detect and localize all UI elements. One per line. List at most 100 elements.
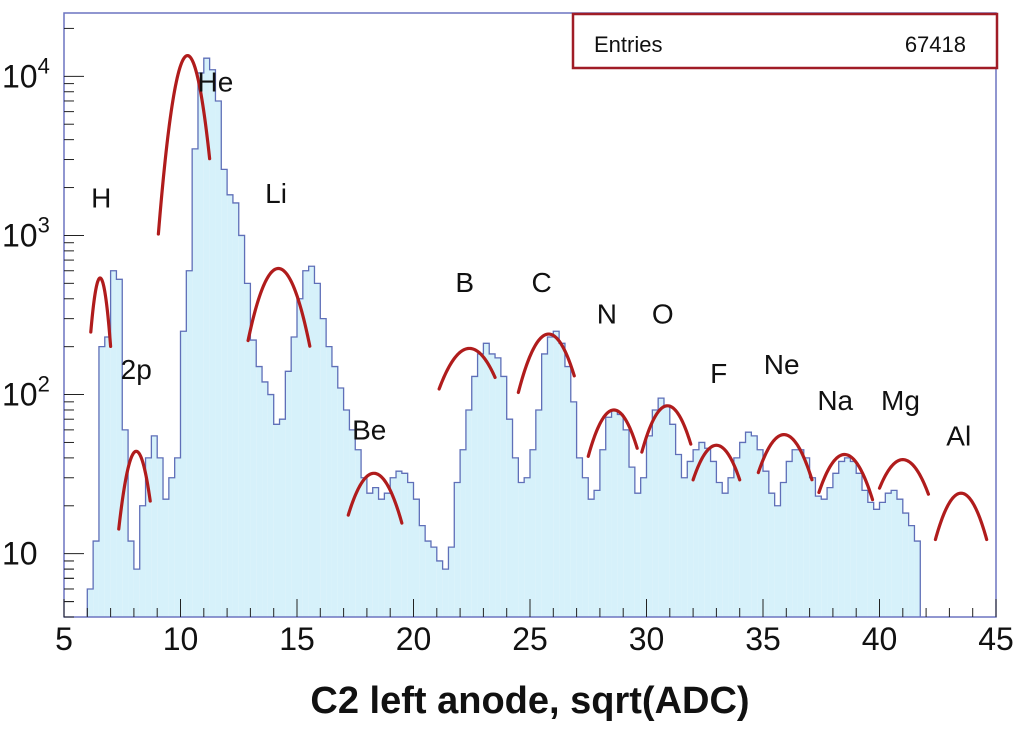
histogram-bin xyxy=(891,490,897,617)
histogram-bin xyxy=(500,376,507,617)
fit-curve-li xyxy=(246,266,312,348)
histogram-bin xyxy=(850,461,857,617)
histogram-bin xyxy=(465,409,472,617)
fit-curve-b xyxy=(437,346,497,391)
histogram-bin xyxy=(93,541,99,617)
histogram-bin xyxy=(98,346,105,617)
histogram-bin xyxy=(599,449,606,617)
histogram-bin xyxy=(605,417,612,617)
histogram-bin xyxy=(634,493,641,617)
histogram-bin xyxy=(151,435,158,617)
histogram-bin xyxy=(297,298,303,617)
histogram-bin xyxy=(675,454,682,617)
stats-entries-label: Entries xyxy=(594,32,662,57)
histogram-bin xyxy=(728,477,734,617)
histogram-bin xyxy=(361,477,367,617)
histogram-bin xyxy=(698,442,705,617)
histogram-bin xyxy=(413,499,420,617)
histogram-bin xyxy=(104,337,111,617)
histogram-bin xyxy=(331,366,338,617)
histogram-bin xyxy=(122,429,129,617)
histogram-bin xyxy=(192,148,198,617)
stats-box-frame xyxy=(571,12,999,70)
fit-curve-he xyxy=(156,53,212,236)
histogram-bin xyxy=(646,435,653,617)
histogram-bin xyxy=(128,541,134,617)
histogram-bin xyxy=(186,270,193,617)
peak-label-ne: Ne xyxy=(764,349,800,380)
peak-label-li: Li xyxy=(265,178,287,209)
fit-curve-n xyxy=(586,408,639,458)
peak-label-b: B xyxy=(455,267,474,298)
peak-label-h: H xyxy=(91,182,111,213)
histogram-bin xyxy=(629,467,635,617)
histogram-outline xyxy=(86,57,921,617)
histogram-bin xyxy=(885,493,892,617)
histogram-bin xyxy=(139,505,146,617)
y-tick-label: 102 xyxy=(2,372,50,413)
histogram-bin xyxy=(133,569,140,617)
histogram-bin xyxy=(716,482,723,617)
peak-label-c: C xyxy=(532,267,552,298)
histogram-bin xyxy=(343,409,350,617)
histogram-bin xyxy=(180,331,187,617)
x-tick-label: 15 xyxy=(279,621,315,657)
x-tick-label: 25 xyxy=(512,621,548,657)
x-tick-label: 5 xyxy=(55,621,73,657)
x-tick-label: 45 xyxy=(978,621,1014,657)
histogram-bin xyxy=(856,473,863,617)
histogram-bin xyxy=(722,493,729,617)
histogram-bin xyxy=(215,100,222,618)
fit-curve-al xyxy=(933,491,989,542)
y-tick-label: 103 xyxy=(2,212,50,253)
histogram-bin xyxy=(355,449,362,617)
fit-curve-mg xyxy=(877,458,931,496)
histogram-bin xyxy=(739,442,746,617)
histogram-bin xyxy=(262,381,268,617)
peak-label-2p: 2p xyxy=(121,354,152,385)
histogram-bin xyxy=(203,58,210,617)
histogram-bin xyxy=(867,502,874,617)
histogram-bin xyxy=(896,499,903,617)
stats-entries-value: 67418 xyxy=(905,32,966,57)
histogram-bin xyxy=(652,409,659,617)
histogram-bin xyxy=(489,353,496,617)
histogram-bin xyxy=(786,461,793,617)
histogram-bin xyxy=(442,569,449,617)
histogram-bin xyxy=(209,69,216,618)
peak-label-na: Na xyxy=(817,385,853,416)
histogram-bin xyxy=(401,473,408,617)
histogram-bin xyxy=(530,449,536,617)
histogram-bin xyxy=(471,376,478,617)
histogram-bin xyxy=(512,457,519,617)
histogram-bin xyxy=(506,419,513,617)
histogram-bin xyxy=(448,547,455,617)
histogram-bin xyxy=(163,499,169,617)
histogram-bin xyxy=(640,477,647,617)
histogram-bin xyxy=(902,513,909,617)
histogram-bin xyxy=(320,318,327,617)
histogram-bin xyxy=(827,487,833,617)
histogram-bin xyxy=(803,457,810,617)
x-tick-label: 35 xyxy=(745,621,781,657)
peak-label-be: Be xyxy=(352,415,386,446)
histogram-bin xyxy=(576,457,583,617)
histogram-bin xyxy=(285,371,292,617)
histogram-bin xyxy=(378,499,385,617)
histogram-bin xyxy=(663,405,670,617)
histogram-bin xyxy=(757,449,763,617)
histogram-bin xyxy=(745,432,752,617)
histogram-bin xyxy=(419,525,426,617)
histogram-bin xyxy=(145,457,152,617)
histogram-bin xyxy=(908,525,915,617)
histogram-bin xyxy=(157,457,164,617)
histogram-bin xyxy=(809,477,816,617)
histogram-bin xyxy=(384,493,391,617)
histogram-bin xyxy=(256,366,263,617)
histogram-bin xyxy=(326,346,332,617)
histogram-bin xyxy=(821,499,828,617)
peak-label-he: He xyxy=(198,67,234,98)
histogram-bin xyxy=(483,343,490,617)
histogram-bin xyxy=(594,490,600,617)
histogram-bin xyxy=(838,461,845,617)
